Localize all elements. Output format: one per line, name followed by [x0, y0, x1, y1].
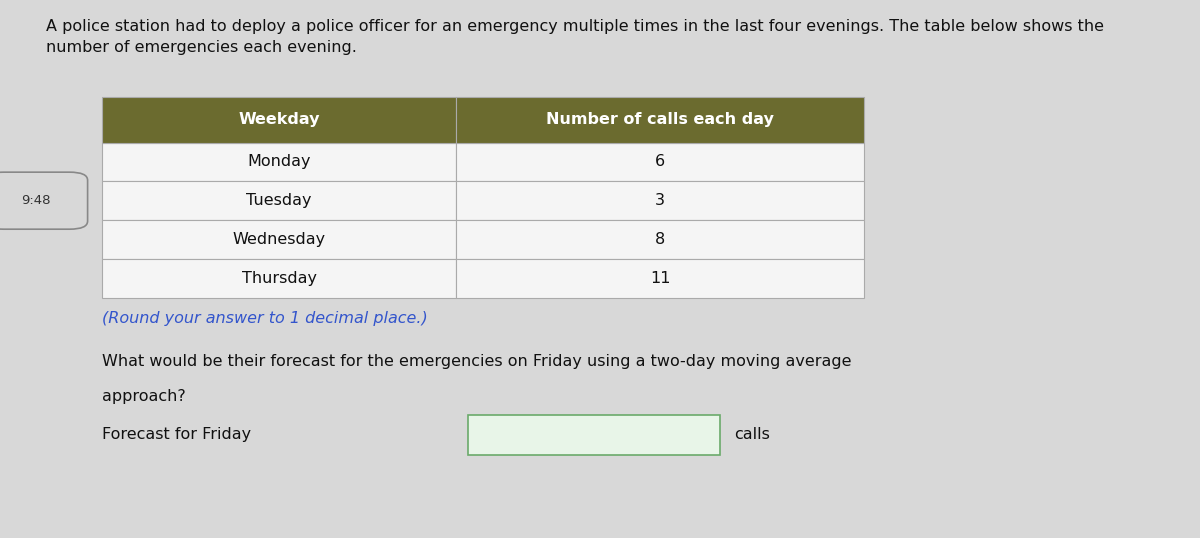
Text: Thursday: Thursday: [241, 271, 317, 286]
Bar: [456, 220, 864, 259]
Text: What would be their forecast for the emergencies on Friday using a two-day movin: What would be their forecast for the eme…: [102, 354, 852, 369]
Text: (Round your answer to 1 decimal place.): (Round your answer to 1 decimal place.): [102, 311, 427, 326]
Bar: [102, 259, 456, 298]
Text: Tuesday: Tuesday: [246, 193, 312, 208]
Text: calls: calls: [734, 427, 770, 442]
Text: A police station had to deploy a police officer for an emergency multiple times : A police station had to deploy a police …: [46, 19, 1104, 34]
FancyBboxPatch shape: [0, 172, 88, 229]
FancyBboxPatch shape: [102, 97, 456, 143]
Bar: [456, 259, 864, 298]
Text: 3: 3: [655, 193, 665, 208]
Bar: [456, 143, 864, 181]
Text: approach?: approach?: [102, 389, 186, 404]
Text: Wednesday: Wednesday: [233, 232, 325, 247]
Text: Monday: Monday: [247, 154, 311, 169]
Text: 8: 8: [655, 232, 665, 247]
FancyBboxPatch shape: [456, 97, 864, 143]
Text: Number of calls each day: Number of calls each day: [546, 112, 774, 127]
Text: 11: 11: [649, 271, 671, 286]
Bar: [102, 143, 456, 181]
Text: Weekday: Weekday: [239, 112, 319, 127]
Bar: [102, 181, 456, 220]
Text: 6: 6: [655, 154, 665, 169]
Bar: [102, 220, 456, 259]
Text: 9:48: 9:48: [22, 194, 50, 207]
Bar: [468, 414, 720, 455]
Text: number of emergencies each evening.: number of emergencies each evening.: [46, 40, 356, 55]
Bar: [456, 181, 864, 220]
Text: Forecast for Friday: Forecast for Friday: [102, 427, 251, 442]
